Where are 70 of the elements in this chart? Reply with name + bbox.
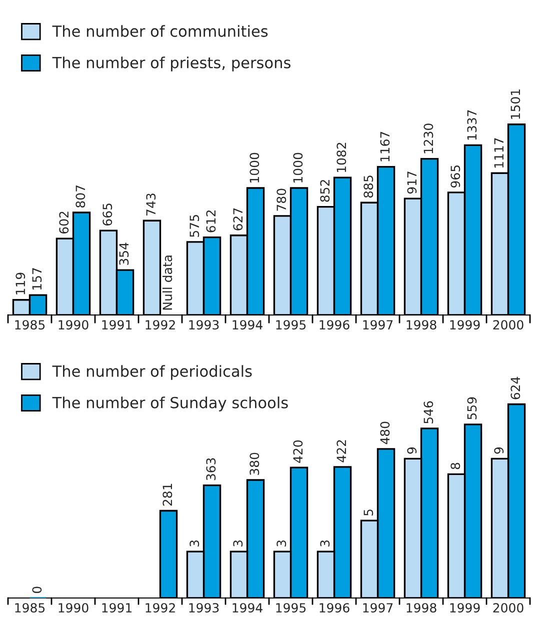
x-tick-label: 1995	[276, 603, 306, 613]
text: Null data	[162, 256, 172, 310]
data-label: 3	[233, 540, 243, 546]
x-tick-label: 1991	[102, 603, 132, 613]
data-label: 743	[146, 194, 156, 216]
data-label: 5	[364, 510, 374, 516]
data-label: 965	[450, 166, 460, 188]
x-tick-label: 1998	[406, 320, 436, 330]
legend-label: The number of priests, persons	[52, 56, 290, 72]
x-tick-label: 1990	[58, 603, 88, 613]
data-label: 9	[494, 447, 504, 454]
data-label: 627	[233, 208, 243, 230]
x-tick-label: 2000	[493, 603, 524, 613]
data-label: 422	[336, 440, 346, 462]
x-tick-label: 1992	[146, 320, 175, 330]
data-label: 0	[32, 586, 42, 594]
x-tick-label: 1998	[406, 603, 436, 613]
data-label: 807	[76, 186, 86, 208]
data-label: 1167	[380, 132, 390, 162]
legend-label: The number of communities	[52, 25, 268, 37]
x-tick-label: 1999	[450, 603, 480, 613]
data-label: 9	[407, 447, 417, 454]
data-label: 1337	[467, 110, 477, 140]
data-label: 917	[407, 172, 417, 194]
data-label: 602	[59, 212, 69, 234]
legend-label: The number of periodicals	[52, 365, 252, 380]
data-label: 281	[162, 484, 172, 506]
data-label: 8	[450, 462, 460, 470]
data-label: 3	[190, 540, 200, 546]
data-label: 157	[32, 268, 42, 290]
data-label: 624	[510, 376, 520, 400]
x-tick-label: 1991	[102, 320, 132, 330]
legend-label: The number of Sunday schools	[52, 396, 288, 412]
data-label: 1501	[510, 90, 520, 119]
x-tick-label: 1994	[232, 603, 262, 613]
data-label: 119	[16, 272, 26, 294]
data-label: 1082	[336, 142, 346, 172]
data-label: 612	[206, 210, 216, 232]
x-tick-label: 1999	[450, 320, 480, 330]
data-label: 1117	[494, 138, 504, 168]
x-tick-label: 1997	[363, 320, 393, 330]
data-label: 3	[276, 540, 286, 546]
data-label: 1000	[250, 152, 260, 182]
data-label: 3	[320, 540, 330, 546]
data-label: 354	[119, 242, 129, 265]
x-tick-label: 1996	[320, 603, 350, 613]
x-tick-label: 1992	[146, 603, 175, 613]
data-label: 885	[364, 176, 374, 198]
x-tick-label: 1997	[363, 603, 393, 613]
x-tick-label: 1993	[189, 320, 219, 330]
x-tick-label: 1996	[320, 320, 350, 330]
x-tick-label: 1990	[58, 320, 88, 330]
data-label: 559	[467, 397, 477, 420]
x-tick-label: 1994	[232, 320, 262, 330]
data-label: 575	[190, 215, 200, 237]
data-label: 1000	[293, 152, 303, 182]
data-label: 665	[102, 204, 112, 226]
data-label: 852	[320, 180, 330, 202]
data-label: 546	[424, 401, 434, 424]
data-label: 363	[206, 458, 216, 480]
x-tick-label: 2000	[493, 320, 524, 330]
data-label: 780	[276, 188, 286, 211]
x-tick-label: 1995	[276, 320, 306, 330]
data-label: 380	[250, 452, 260, 475]
data-label: 480	[380, 422, 390, 444]
data-label: 1230	[424, 124, 434, 154]
data-label: 420	[293, 440, 303, 463]
x-tick-label: 1993	[189, 603, 219, 613]
x-tick-label: 1985	[15, 603, 45, 613]
x-tick-label: 1985	[15, 320, 45, 330]
